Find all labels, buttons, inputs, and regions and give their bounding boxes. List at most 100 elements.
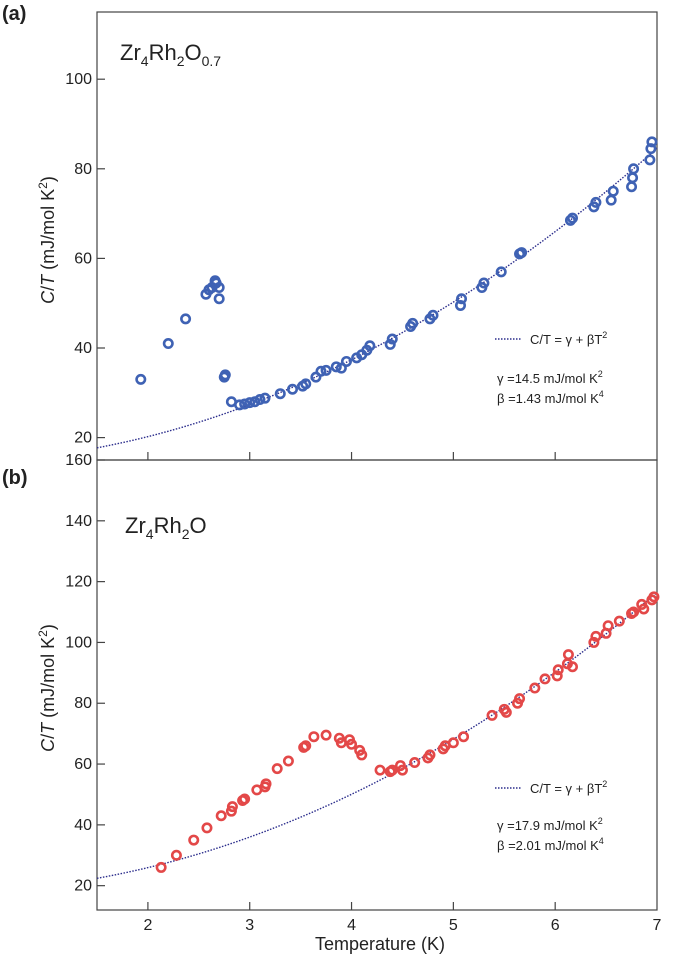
panel-b-x-ticks: 2 3 4 5 6 7: [143, 917, 661, 934]
panel-a-data-point: [315, 365, 327, 377]
panel-a-data-point: [407, 317, 419, 329]
panel-a-y-ticks: 20 40 60 80 100: [65, 71, 556, 460]
panel-a-y-tick-label: 60: [74, 250, 92, 267]
panel-a-y-tick-label: 100: [65, 71, 92, 88]
panel-a-data-points: [135, 136, 658, 411]
panel-a-data-point: [516, 247, 528, 259]
panel-a-data-point: [259, 392, 271, 404]
panel-a-data-point: [274, 388, 286, 400]
panel-b-y-tick-label: 80: [74, 695, 92, 712]
panel-a-data-point: [213, 293, 225, 305]
panel-b-data-point: [551, 670, 563, 682]
panel-a-fit-line: [96, 147, 658, 449]
panel-b-data-point: [188, 834, 200, 846]
x-tick-label: 5: [449, 917, 458, 934]
panel-a-data-point: [645, 143, 657, 155]
panel-a-y-tick-label: 40: [74, 340, 92, 357]
panel-b-data-point: [346, 738, 358, 750]
panel-a-data-point: [386, 333, 398, 345]
panel-a-data-point: [626, 181, 638, 193]
x-tick-label: 3: [245, 917, 254, 934]
panel-b-legend: C/T = γ + βT2: [495, 779, 607, 796]
panel-a-data-point: [590, 196, 602, 208]
panel-a-data-point: [162, 338, 174, 350]
panel-a-data-point: [627, 172, 639, 184]
panel-a-data-point: [427, 309, 439, 321]
panel-a-gamma-value: γ =14.5 mJ/mol K2: [497, 369, 603, 386]
panel-b-data-point: [566, 661, 578, 673]
x-tick-label: 4: [347, 917, 356, 934]
panel-a-data-point: [335, 362, 347, 374]
panel-b-data-point: [356, 749, 368, 761]
panel-a-data-point: [320, 364, 332, 376]
panel-b-data-point: [514, 693, 526, 705]
panel-a-formula: Zr4Rh2O0.7: [120, 40, 221, 69]
panel-a-legend: C/T = γ + βT2: [495, 330, 607, 347]
panel-a-data-point: [286, 383, 298, 395]
panel-b-data-point: [308, 731, 320, 743]
panel-a-data-point: [605, 194, 617, 206]
panel-b-frame: [96, 459, 658, 911]
panel-b-data-point: [500, 706, 512, 718]
panel-b-data-point: [562, 649, 574, 661]
panel-b-data-point: [320, 729, 332, 741]
x-tick-label: 7: [653, 917, 662, 934]
panel-a-data-point: [219, 369, 231, 381]
panel-b-data-point: [374, 764, 386, 776]
panel-a-data-point: [330, 361, 342, 373]
panel-b-y-tick-label: 60: [74, 756, 92, 773]
panel-a-data-point: [340, 355, 352, 367]
panel-b-data-point: [648, 591, 660, 603]
panel-a-data-point: [213, 282, 225, 294]
panel-a-label: (a): [2, 3, 26, 25]
panel-a-y-tick-label: 20: [74, 430, 92, 447]
panel-b-data-point: [215, 810, 227, 822]
panel-a-data-point: [300, 378, 312, 390]
panel-b-y-tick-label: 160: [65, 452, 92, 469]
panel-a-data-point: [454, 299, 466, 311]
panel-b-gamma-value: γ =17.9 mJ/mol K2: [497, 816, 603, 833]
panel-b-data-point: [386, 764, 398, 776]
panel-b-data-point: [226, 801, 238, 813]
x-axis-title: Temperature (K): [315, 934, 445, 954]
panel-b-y-tick-label: 100: [65, 634, 92, 651]
panel-b-data-point: [458, 731, 470, 743]
panel-b-data-point: [424, 749, 436, 761]
panel-b-y-axis-title: C/T (mJ/mol K2): [36, 624, 58, 752]
panel-a: (a) Zr4Rh2O0.7 20 40 60 80 100 C/T (mJ/mol K…: [2, 3, 658, 461]
panel-b-data-point: [613, 615, 625, 627]
panel-a-data-point: [135, 373, 147, 385]
panel-a-beta-value: β =1.43 mJ/mol K4: [497, 389, 604, 406]
panel-b-beta-value: β =2.01 mJ/mol K4: [497, 836, 604, 853]
panel-b-legend-label: C/T = γ + βT2: [530, 779, 607, 796]
panel-b-data-point: [155, 861, 167, 873]
panel-b-y-tick-label: 140: [65, 513, 92, 530]
panel-a-data-point: [495, 266, 507, 278]
panel-a-data-point: [607, 185, 619, 197]
panel-b-data-point: [486, 709, 498, 721]
panel-a-data-point: [628, 163, 640, 175]
panel-b-data-point: [260, 778, 272, 790]
panel-a-y-axis-title: C/T (mJ/mol K2): [36, 176, 58, 304]
panel-b-data-point: [239, 793, 251, 805]
panel-b-data-point: [396, 764, 408, 776]
panel-a-data-point: [456, 293, 468, 305]
panel-a-data-point: [566, 212, 578, 224]
panel-b-data-point: [225, 805, 237, 817]
panel-b-data-point: [552, 664, 564, 676]
panel-a-data-point: [180, 313, 192, 325]
panel-a-data-point: [478, 277, 490, 289]
panel-b-data-point: [447, 737, 459, 749]
panel-b-data-point: [588, 636, 600, 648]
panel-a-data-point: [646, 136, 658, 148]
panel-b-data-point: [539, 673, 551, 685]
panel-b-y-tick-label: 20: [74, 878, 92, 895]
panel-b-data-point: [638, 603, 650, 615]
panel-b-data-point: [590, 630, 602, 642]
panel-a-data-point: [644, 154, 656, 166]
panel-b-data-point: [300, 740, 312, 752]
panel-b-y-tick-label: 40: [74, 817, 92, 834]
panel-b-fit-line: [96, 592, 658, 879]
